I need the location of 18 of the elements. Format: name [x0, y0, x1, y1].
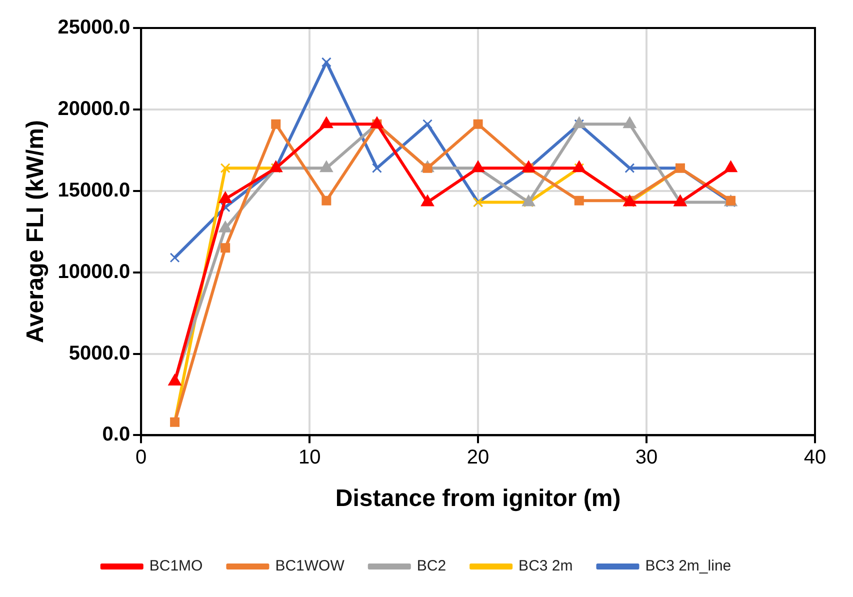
y-tick-label: 10000.0	[58, 260, 130, 283]
x-tick-label: 0	[136, 446, 147, 469]
legend-label: BC2	[416, 558, 446, 575]
y-tick-label: 20000.0	[58, 98, 130, 120]
legend-label: BC1WOW	[275, 558, 346, 575]
x-tick-label: 10	[298, 446, 321, 469]
x-axis-title: Distance from ignitor (m)	[335, 485, 621, 512]
x-tick-label: 30	[635, 446, 658, 469]
x-tick-label: 20	[466, 446, 490, 469]
y-tick-label: 0.0	[102, 424, 130, 446]
legend-label: BC3 2m	[518, 558, 573, 575]
y-axis-title: Average FLI (kW/m)	[22, 120, 50, 344]
legend-label: BC1MO	[149, 558, 203, 575]
x-tick-label: 40	[804, 446, 826, 469]
y-tick-label: 25000.0	[58, 16, 130, 39]
legend-label: BC3 2m_line	[645, 558, 732, 575]
y-tick-label: 5000.0	[68, 342, 130, 364]
y-tick-label: 15000.0	[58, 179, 130, 202]
